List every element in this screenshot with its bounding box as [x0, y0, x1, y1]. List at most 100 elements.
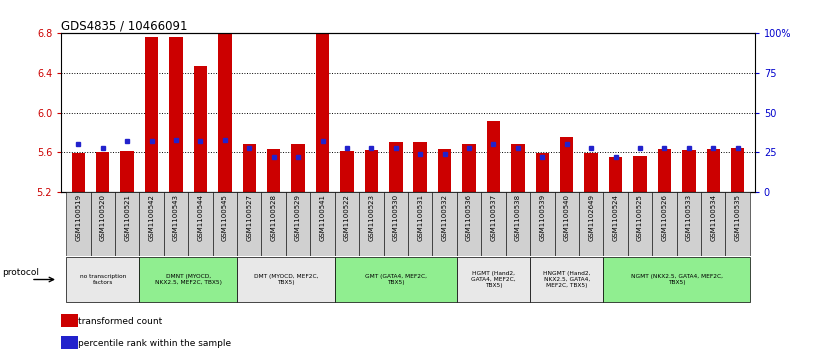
- Bar: [61, 336, 78, 349]
- Bar: [145, 37, 158, 192]
- Text: GSM1100525: GSM1100525: [637, 194, 643, 241]
- Bar: [487, 121, 500, 192]
- Bar: [218, 34, 232, 192]
- Text: GSM1100521: GSM1100521: [124, 194, 130, 241]
- Text: GSM1100539: GSM1100539: [539, 194, 545, 241]
- Bar: [555, 192, 579, 256]
- Bar: [96, 152, 109, 192]
- Bar: [140, 192, 164, 256]
- Bar: [340, 151, 353, 192]
- Bar: [658, 150, 671, 192]
- Bar: [242, 144, 256, 192]
- Text: GSM1100524: GSM1100524: [613, 194, 619, 241]
- Bar: [628, 192, 652, 256]
- Bar: [463, 144, 476, 192]
- Text: GSM1102649: GSM1102649: [588, 194, 594, 241]
- Text: NGMT (NKX2.5, GATA4, MEF2C,
TBX5): NGMT (NKX2.5, GATA4, MEF2C, TBX5): [631, 274, 723, 285]
- Bar: [66, 257, 140, 302]
- Bar: [707, 150, 720, 192]
- Text: GSM1100542: GSM1100542: [149, 194, 154, 241]
- Bar: [61, 314, 78, 327]
- Bar: [237, 257, 335, 302]
- Bar: [408, 192, 432, 256]
- Bar: [389, 142, 402, 192]
- Bar: [365, 150, 378, 192]
- Bar: [511, 144, 525, 192]
- Bar: [310, 192, 335, 256]
- Bar: [652, 192, 676, 256]
- Bar: [633, 156, 647, 192]
- Bar: [384, 192, 408, 256]
- Text: GSM1100523: GSM1100523: [368, 194, 375, 241]
- Text: HNGMT (Hand2,
NKX2.5, GATA4,
MEF2C, TBX5): HNGMT (Hand2, NKX2.5, GATA4, MEF2C, TBX5…: [543, 271, 591, 288]
- Bar: [682, 150, 695, 192]
- Text: GSM1100544: GSM1100544: [197, 194, 203, 241]
- Bar: [335, 192, 359, 256]
- Text: percentile rank within the sample: percentile rank within the sample: [78, 339, 231, 348]
- Text: GSM1100536: GSM1100536: [466, 194, 472, 241]
- Bar: [535, 154, 549, 192]
- Bar: [316, 34, 329, 192]
- Bar: [286, 192, 310, 256]
- Bar: [579, 192, 603, 256]
- Bar: [609, 158, 623, 192]
- Text: DMT (MYOCD, MEF2C,
TBX5): DMT (MYOCD, MEF2C, TBX5): [254, 274, 318, 285]
- Bar: [359, 192, 384, 256]
- Bar: [291, 144, 305, 192]
- Text: GSM1100526: GSM1100526: [662, 194, 667, 241]
- Bar: [213, 192, 237, 256]
- Bar: [91, 192, 115, 256]
- Text: protocol: protocol: [2, 268, 38, 277]
- Bar: [701, 192, 725, 256]
- Bar: [603, 257, 750, 302]
- Text: no transcription
factors: no transcription factors: [80, 274, 126, 285]
- Text: GSM1100541: GSM1100541: [320, 194, 326, 241]
- Text: GSM1100527: GSM1100527: [246, 194, 252, 241]
- Bar: [140, 257, 237, 302]
- Bar: [335, 257, 457, 302]
- Bar: [193, 66, 207, 192]
- Text: GSM1100537: GSM1100537: [490, 194, 496, 241]
- Text: HGMT (Hand2,
GATA4, MEF2C,
TBX5): HGMT (Hand2, GATA4, MEF2C, TBX5): [471, 271, 516, 288]
- Text: GSM1100529: GSM1100529: [295, 194, 301, 241]
- Bar: [603, 192, 628, 256]
- Bar: [731, 148, 744, 192]
- Text: GSM1100540: GSM1100540: [564, 194, 570, 241]
- Text: GSM1100530: GSM1100530: [392, 194, 399, 241]
- Text: GSM1100522: GSM1100522: [344, 194, 350, 241]
- Bar: [237, 192, 261, 256]
- Text: GSM1100520: GSM1100520: [100, 194, 106, 241]
- Bar: [267, 150, 281, 192]
- Text: GSM1100534: GSM1100534: [710, 194, 716, 241]
- Bar: [560, 138, 574, 192]
- Bar: [530, 192, 555, 256]
- Bar: [457, 192, 481, 256]
- Text: GDS4835 / 10466091: GDS4835 / 10466091: [61, 20, 188, 33]
- Text: GSM1100528: GSM1100528: [271, 194, 277, 241]
- Text: transformed count: transformed count: [78, 318, 162, 326]
- Bar: [115, 192, 140, 256]
- Bar: [66, 192, 91, 256]
- Text: DMNT (MYOCD,
NKX2.5, MEF2C, TBX5): DMNT (MYOCD, NKX2.5, MEF2C, TBX5): [155, 274, 222, 285]
- Text: GSM1100535: GSM1100535: [734, 194, 741, 241]
- Bar: [414, 142, 427, 192]
- Bar: [72, 153, 85, 192]
- Bar: [481, 192, 506, 256]
- Bar: [676, 192, 701, 256]
- Bar: [725, 192, 750, 256]
- Text: GSM1100545: GSM1100545: [222, 194, 228, 241]
- Text: GSM1100531: GSM1100531: [417, 194, 424, 241]
- Bar: [188, 192, 213, 256]
- Text: GSM1100543: GSM1100543: [173, 194, 179, 241]
- Text: GSM1100532: GSM1100532: [441, 194, 448, 241]
- Bar: [584, 154, 598, 192]
- Text: GSM1100533: GSM1100533: [686, 194, 692, 241]
- Bar: [530, 257, 603, 302]
- Text: GSM1100538: GSM1100538: [515, 194, 521, 241]
- Bar: [261, 192, 286, 256]
- Bar: [457, 257, 530, 302]
- Text: GMT (GATA4, MEF2C,
TBX5): GMT (GATA4, MEF2C, TBX5): [365, 274, 427, 285]
- Bar: [121, 151, 134, 192]
- Bar: [438, 150, 451, 192]
- Bar: [506, 192, 530, 256]
